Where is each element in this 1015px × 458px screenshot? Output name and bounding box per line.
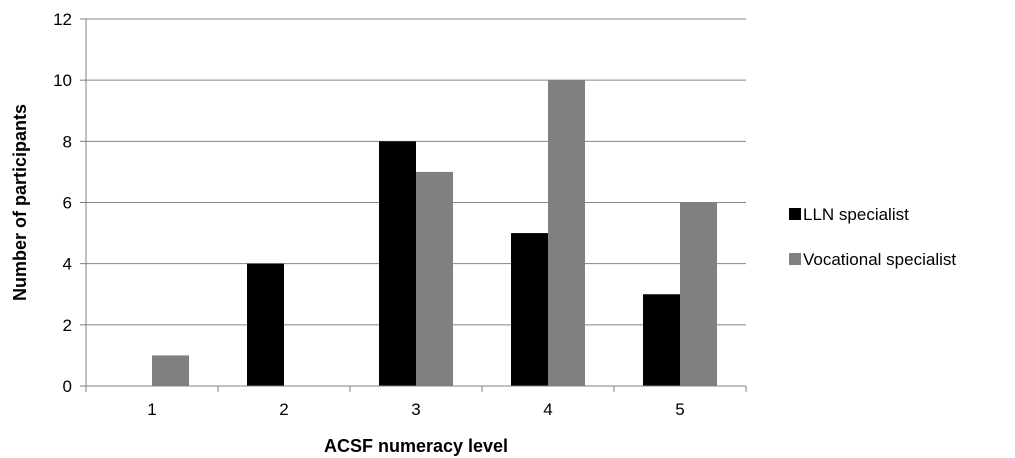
bar-lln-specialist-level-3 — [379, 141, 416, 386]
x-tick-labels: 1 2 3 4 5 — [147, 400, 684, 419]
legend-swatch-vocational-specialist — [789, 253, 801, 265]
x-tick-label: 4 — [543, 400, 552, 419]
x-axis-title: ACSF numeracy level — [324, 436, 508, 456]
bar-lln-specialist-level-2 — [247, 263, 284, 386]
y-tick-label: 12 — [53, 10, 72, 29]
y-axis-title: Number of participants — [10, 104, 30, 301]
bar-lln-specialist-level-5 — [643, 294, 680, 386]
y-tick-label: 8 — [63, 132, 72, 151]
y-tick-label: 0 — [63, 377, 72, 396]
y-tick-label: 4 — [63, 255, 72, 274]
bar-vocational-specialist-level-5 — [680, 202, 717, 386]
y-tick-labels: 0 2 4 6 8 10 12 — [53, 10, 72, 396]
bar-vocational-specialist-level-3 — [416, 171, 453, 386]
axes — [80, 18, 747, 392]
x-tick-label: 5 — [675, 400, 684, 419]
y-tick-label: 6 — [63, 194, 72, 213]
bars — [152, 80, 717, 387]
legend: LLN specialist Vocational specialist — [789, 205, 956, 269]
bar-vocational-specialist-level-4 — [548, 80, 585, 387]
legend-label-vocational-specialist: Vocational specialist — [803, 250, 956, 269]
y-tick-label: 2 — [63, 316, 72, 335]
legend-label-lln-specialist: LLN specialist — [803, 205, 909, 224]
x-tick-label: 2 — [279, 400, 288, 419]
bar-lln-specialist-level-4 — [511, 233, 548, 386]
legend-swatch-lln-specialist — [789, 208, 801, 220]
y-tick-label: 10 — [53, 71, 72, 90]
x-tick-label: 3 — [411, 400, 420, 419]
bar-vocational-specialist-level-1 — [152, 355, 189, 386]
x-tick-label: 1 — [147, 400, 156, 419]
